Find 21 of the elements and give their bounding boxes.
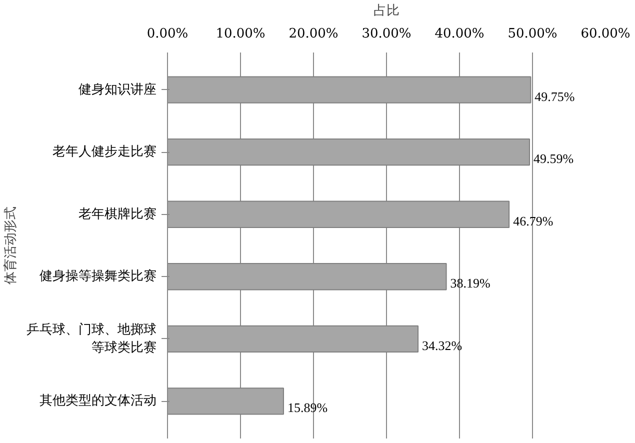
y-axis-title: 体育活动形式 (2, 206, 18, 284)
x-tick-label: 10.00% (216, 26, 266, 42)
data-label: 38.19% (450, 276, 491, 291)
data-label: 15.89% (287, 400, 328, 416)
y-tick-label: 乒乓球、门球、地掷球等球类比赛 (26, 321, 156, 356)
y-tick-label: 老年人健步走比赛 (52, 144, 156, 160)
x-axis-title: 占比 (374, 4, 400, 18)
x-tick-label: 60.00% (580, 26, 630, 42)
y-tick-label: 健身操等操舞类比赛 (40, 268, 156, 284)
x-tick-label: 20.00% (288, 26, 338, 42)
y-tick-label: 老年棋牌比赛 (78, 206, 156, 222)
data-label: 46.79% (513, 213, 554, 228)
y-tick-label: 健身知识讲座 (78, 81, 156, 98)
data-label: 34.32% (422, 338, 462, 353)
data-label: 49.59% (534, 151, 574, 166)
data-label: 49.75% (534, 88, 575, 104)
x-tick-label: 50.00% (508, 26, 558, 42)
x-tick-label: 0.00% (146, 26, 188, 42)
x-tick-label: 30.00% (362, 26, 412, 42)
x-tick-label: 40.00% (434, 26, 484, 42)
y-tick-label: 其他类型的文体活动 (40, 394, 156, 409)
